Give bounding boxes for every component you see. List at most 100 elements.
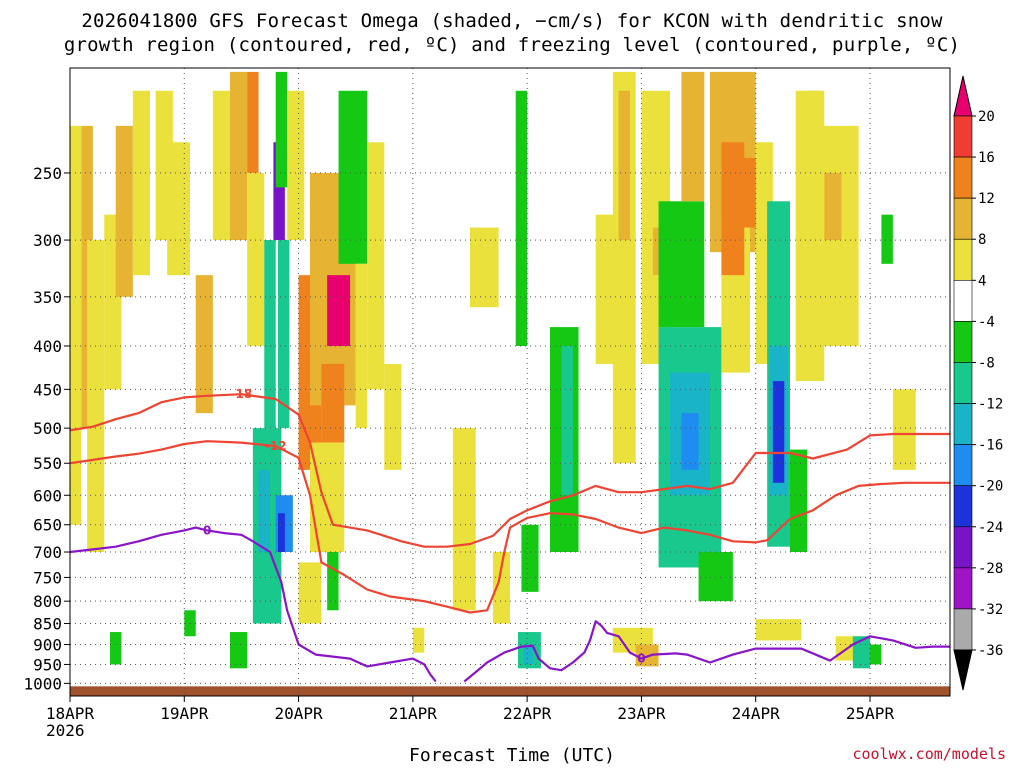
omega-cell [561, 345, 573, 496]
colorbar-label: -20 [978, 479, 1003, 495]
omega-cell [681, 71, 705, 202]
y-tick-label: 300 [33, 231, 62, 250]
omega-cell [698, 552, 733, 602]
colorbar-box [953, 403, 973, 445]
colorbar-label: -4 [978, 314, 995, 330]
x-tick-label: 21APR [389, 704, 438, 723]
x-tick-label: 24APR [732, 704, 781, 723]
colorbar-box [953, 362, 973, 404]
x-tick-label: 22APR [503, 704, 552, 723]
y-tick-label: 800 [33, 592, 62, 611]
y-axis: 250 300 350 400 450 500 550 600 650 700 750 800 850 9… [23, 164, 70, 693]
omega-cell [273, 142, 285, 241]
colorbar-box [953, 567, 973, 610]
x-tick-label: 25APR [846, 704, 895, 723]
chart-title-line-2: growth region (contoured, red, ºC) and f… [63, 34, 961, 56]
y-tick-label: 500 [33, 419, 62, 438]
omega-cell [278, 240, 290, 429]
colorbar-label: 4 [978, 273, 986, 289]
colorbar-box [953, 608, 973, 651]
credit-link[interactable]: coolwx.com/models [852, 745, 1006, 763]
omega-cell [658, 201, 705, 328]
omega-cell [247, 172, 265, 346]
omega-cell [275, 71, 288, 188]
dgz-contour [70, 393, 950, 548]
omega-cell [278, 513, 285, 553]
y-tick-label: 250 [33, 164, 62, 183]
year-label: 2026 [46, 721, 85, 740]
x-axis-title: Forecast Time (UTC) [409, 745, 615, 766]
colorbar-label: -8 [978, 355, 995, 371]
omega-cell [287, 90, 305, 241]
omega-shading-layer [70, 71, 916, 669]
colorbar-label: -16 [978, 438, 1003, 454]
colorbar-top-arrow [953, 75, 973, 117]
omega-cell [230, 71, 248, 241]
omega-cell [212, 90, 230, 241]
omega-cell [195, 275, 213, 414]
ground-band [70, 686, 950, 696]
omega-cell [338, 90, 368, 264]
omega-cell [321, 363, 345, 443]
y-tick-label: 900 [33, 636, 62, 655]
colorbar-box [953, 197, 973, 240]
colorbar-label: -36 [978, 643, 1003, 659]
x-tick-label: 23APR [617, 704, 666, 723]
chart-title-line-1: 2026041800 GFS Forecast Omega (shaded, −… [81, 10, 943, 32]
dgz-contour-label: -18 [231, 387, 253, 401]
dgz-contour [70, 440, 950, 614]
colorbar-box [953, 238, 973, 281]
colorbar-label: -28 [978, 561, 1003, 577]
omega-cell [892, 389, 916, 470]
y-tick-label: 700 [33, 543, 62, 562]
y-tick-label: 550 [33, 454, 62, 473]
freezing-level-contour-label: 0 [203, 523, 211, 537]
colorbar-box [953, 115, 973, 158]
omega-cell [132, 90, 150, 276]
omega-cell [327, 552, 339, 611]
freezing-level-contour [70, 526, 437, 683]
y-tick-label: 750 [33, 568, 62, 587]
omega-cell [310, 442, 345, 553]
freezing-level-contour-label: 0 [637, 652, 645, 666]
x-tick-label: 18APR [46, 704, 95, 723]
colorbar-box [953, 280, 973, 322]
ground-layer [70, 686, 950, 696]
omega-cell [515, 90, 528, 346]
y-tick-label: 1000 [23, 674, 62, 693]
omega-cell [492, 552, 510, 624]
omega-cell [870, 644, 882, 665]
colorbar-label: -12 [978, 397, 1003, 413]
colorbar-label: -24 [978, 520, 1003, 536]
y-tick-label: 350 [33, 288, 62, 307]
omega-cell [110, 632, 122, 665]
colorbar-label: -32 [978, 602, 1003, 618]
y-tick-label: 850 [33, 614, 62, 633]
colorbar-label: 20 [978, 109, 995, 125]
omega-cell [355, 263, 368, 429]
omega-cell [772, 381, 785, 483]
omega-cell [167, 142, 190, 276]
x-tick-label: 19APR [160, 704, 209, 723]
y-tick-label: 650 [33, 516, 62, 535]
colorbar-label: 16 [978, 150, 995, 166]
omega-cell [681, 413, 699, 470]
omega-cell [327, 275, 350, 346]
omega-cell [738, 157, 762, 228]
y-tick-label: 450 [33, 380, 62, 399]
contour-layer: -18 -12 0 0 [70, 387, 950, 683]
colorbar-box [953, 526, 973, 569]
omega-cell [384, 363, 402, 470]
colorbar-box [953, 485, 973, 528]
omega-cell [523, 644, 533, 665]
omega-cell [230, 632, 248, 669]
colorbar-label: 8 [978, 232, 986, 248]
dgz-contour-label: -12 [265, 439, 287, 453]
omega-cell [755, 619, 802, 641]
omega-cell [87, 240, 105, 553]
omega-cell [790, 449, 808, 553]
x-axis: 18APR 19APR 20APR 21APR 22APR 23APR 24APR 25APR [46, 696, 895, 723]
omega-cell [258, 469, 270, 553]
omega-cell [247, 71, 259, 173]
